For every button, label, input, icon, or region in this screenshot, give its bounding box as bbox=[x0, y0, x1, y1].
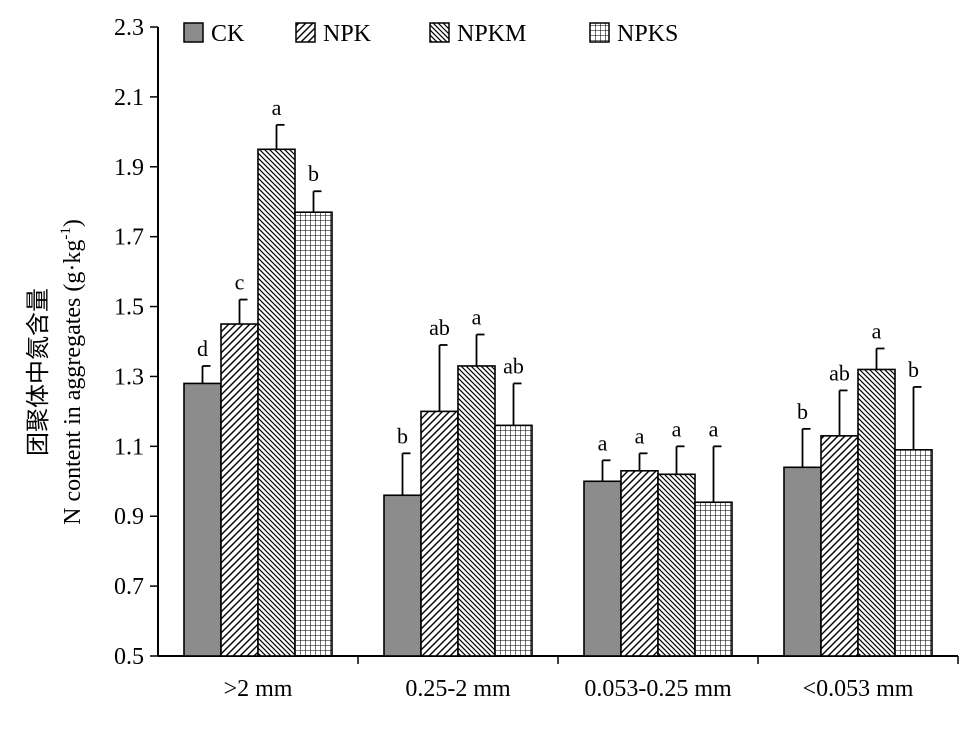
significance-label-npk: ab bbox=[429, 315, 450, 340]
y-tick-label: 1.3 bbox=[114, 364, 144, 390]
y-tick-label: 1.9 bbox=[114, 155, 144, 181]
y-tick-label: 0.5 bbox=[114, 644, 144, 670]
legend-swatch-ck bbox=[183, 22, 204, 43]
bar-npks bbox=[494, 424, 533, 657]
bar-npk bbox=[420, 410, 459, 657]
legend-label-npkm: NPKM bbox=[457, 21, 526, 47]
legend-swatch-npks bbox=[589, 22, 610, 43]
bar-npk bbox=[820, 435, 859, 657]
significance-label-npks: ab bbox=[503, 353, 524, 378]
y-axis-title-english-text: N content in aggregates (g·kg bbox=[60, 240, 86, 525]
legend-item-npkm: NPKM bbox=[429, 21, 526, 47]
bar-npkm bbox=[657, 473, 696, 657]
bar-ck bbox=[183, 382, 222, 657]
x-category-label: >2 mm bbox=[224, 676, 293, 702]
legend-item-npk: NPK bbox=[295, 21, 372, 47]
significance-label-npkm: a bbox=[472, 305, 482, 330]
legend-label-npks: NPKS bbox=[617, 21, 678, 47]
significance-label-npks: a bbox=[709, 416, 719, 441]
y-axis-title-superscript: -1 bbox=[58, 227, 74, 240]
bar-npkm bbox=[257, 148, 296, 657]
legend-item-npks: NPKS bbox=[589, 21, 678, 47]
y-axis-title-english: N content in aggregates (g·kg-1) bbox=[58, 219, 86, 525]
significance-label-npkm: a bbox=[872, 318, 882, 343]
y-tick-label: 1.1 bbox=[114, 434, 144, 460]
significance-label-ck: b bbox=[397, 423, 408, 448]
bar-ck bbox=[583, 480, 622, 657]
y-axis-title: 团聚体中氮含量 N content in aggregates (g·kg-1) bbox=[25, 219, 86, 525]
bar-npks bbox=[294, 211, 333, 657]
plot-area: 0.5 0.7 0.9 1.1 1.3 1.5 1.7 1.9 2.1 2.3 >2 mm 0.25-… bbox=[114, 15, 959, 702]
y-tick-label: 2.1 bbox=[114, 85, 144, 111]
x-category-label: 0.053-0.25 mm bbox=[584, 676, 732, 702]
legend-swatch-npkm bbox=[429, 22, 450, 43]
significance-label-npk: c bbox=[235, 270, 245, 295]
significance-label-npk: ab bbox=[829, 360, 850, 385]
y-axis-title-close: ) bbox=[60, 219, 86, 227]
significance-label-npks: b bbox=[908, 357, 919, 382]
bar-npk bbox=[220, 323, 259, 657]
bar-ck bbox=[383, 494, 422, 657]
y-tick-label: 0.9 bbox=[114, 504, 144, 530]
bar-ck bbox=[783, 466, 822, 657]
y-tick-label: 1.5 bbox=[114, 295, 144, 321]
significance-label-npkm: a bbox=[272, 95, 282, 120]
bar-npkm bbox=[457, 365, 496, 657]
legend-item-ck: CK bbox=[183, 21, 245, 47]
significance-label-npkm: a bbox=[672, 416, 682, 441]
y-tick-label: 2.3 bbox=[114, 15, 144, 41]
significance-label-ck: b bbox=[797, 399, 808, 424]
legend-label-ck: CK bbox=[211, 21, 245, 47]
legend-label-npk: NPK bbox=[323, 21, 372, 47]
x-category-label: <0.053 mm bbox=[803, 676, 914, 702]
y-axis-title-chinese: 团聚体中氮含量 bbox=[25, 288, 52, 456]
bar-npks bbox=[694, 501, 733, 657]
bar-npk bbox=[620, 469, 659, 657]
significance-label-ck: d bbox=[197, 336, 208, 361]
bar-npks bbox=[894, 449, 933, 657]
significance-label-npk: a bbox=[635, 423, 645, 448]
x-category-label: 0.25-2 mm bbox=[405, 676, 511, 702]
significance-label-npks: b bbox=[308, 161, 319, 186]
bar-npkm bbox=[857, 368, 896, 657]
y-tick-label: 1.7 bbox=[114, 225, 144, 251]
y-tick-label: 0.7 bbox=[114, 574, 144, 600]
legend: CK NPK NPKM NPKS bbox=[183, 21, 678, 47]
legend-swatch-npk bbox=[295, 22, 316, 43]
significance-label-ck: a bbox=[598, 430, 608, 455]
